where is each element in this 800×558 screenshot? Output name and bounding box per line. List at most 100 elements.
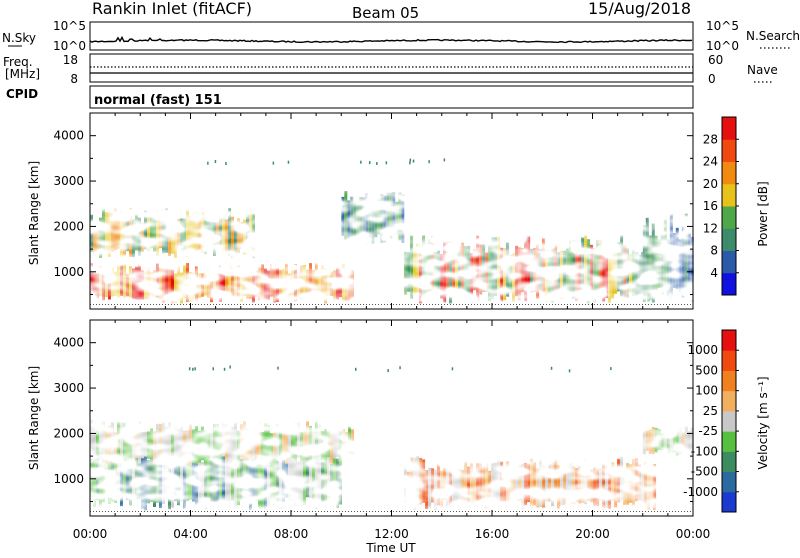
range-gate-cell [183, 218, 186, 254]
range-gate-cell [341, 196, 345, 236]
range-gate-cell [638, 254, 642, 294]
range-gate-cell [258, 461, 261, 509]
range-gate-cell [276, 446, 279, 507]
range-gate-cell [159, 423, 162, 465]
range-gate-cell [243, 269, 246, 296]
range-gate-cell [315, 446, 318, 509]
range-gate-cell [470, 463, 474, 507]
range-gate-cell [623, 469, 627, 505]
range-gate-cell [333, 456, 336, 501]
range-gate-cell [428, 239, 432, 297]
range-gate-cell [359, 197, 363, 237]
range-gate-cell [129, 208, 132, 257]
range-gate-cell [270, 433, 273, 462]
range-gate-cell [416, 456, 420, 505]
range-gate-cell [605, 252, 609, 298]
range-gate-cell [488, 242, 492, 301]
range-gate-cell [327, 431, 330, 457]
range-gate-cell [509, 255, 513, 293]
colorbar-tick-label: 24 [703, 155, 718, 169]
range-gate-cell [422, 235, 426, 297]
range-gate-cell [518, 247, 522, 301]
range-gate-cell [569, 463, 573, 504]
range-gate-cell [102, 271, 105, 301]
sparse-echo [409, 158, 412, 162]
range-gate-cell [204, 272, 207, 296]
range-gate-cell [410, 235, 414, 299]
range-gate-cell [306, 269, 309, 296]
range-gate-cell [90, 420, 93, 464]
sparse-echo [360, 160, 362, 164]
range-gate-cell [207, 221, 210, 250]
range-gate-cell [581, 461, 585, 504]
range-gate-cell [153, 270, 156, 297]
range-gate-cell [162, 210, 165, 254]
colorbar-frame [721, 329, 737, 513]
y-tick-label: 1000 [53, 265, 84, 279]
range-gate-cell [572, 466, 576, 505]
nsearch-label: N.Search [746, 29, 800, 43]
range-gate-cell [309, 460, 312, 498]
range-gate-cell [102, 208, 105, 250]
range-gate-cell [267, 270, 270, 301]
range-gate-cell [159, 459, 162, 509]
range-gate-cell [192, 448, 195, 502]
colorbar-swatch [722, 206, 736, 229]
range-gate-cell [309, 425, 312, 463]
range-gate-cell [494, 462, 498, 507]
range-gate-cell [339, 269, 342, 298]
range-gate-cell [339, 459, 342, 505]
range-gate-cell [350, 196, 354, 245]
range-gate-cell [261, 264, 264, 303]
range-gate-cell [246, 447, 249, 498]
range-gate-cell [285, 264, 288, 299]
power-colorbar-label: Power [dB] [756, 181, 770, 246]
colorbar-tick-label: 28 [703, 132, 718, 146]
range-gate-cell [623, 245, 627, 299]
range-gate-cell [632, 247, 636, 297]
range-gate-cell [183, 430, 186, 462]
range-gate-cell [651, 223, 655, 303]
range-gate-cell [207, 433, 210, 458]
colorbar-tick-label: -1000 [683, 485, 718, 499]
range-gate-cell [111, 267, 114, 297]
range-gate-cell [153, 431, 156, 464]
sparse-echo [550, 366, 553, 370]
range-gate-cell [162, 268, 165, 303]
range-gate-cell [207, 456, 210, 498]
range-gate-cell [90, 451, 93, 498]
range-gate-cell [186, 263, 189, 303]
range-gate-cell [389, 192, 393, 239]
range-gate-cell [129, 423, 132, 463]
range-gate-cell [584, 457, 588, 505]
range-gate-cell [620, 235, 624, 297]
nave-label: Nave [747, 63, 778, 77]
range-gate-cell [291, 266, 294, 296]
range-gate-cell [171, 450, 174, 508]
range-gate-cell [509, 469, 513, 508]
colorbar-swatch [722, 117, 736, 140]
range-gate-cell [219, 265, 222, 302]
range-gate-cell [503, 470, 507, 510]
range-gate-cell [288, 428, 291, 464]
range-gate-cell [681, 432, 685, 454]
range-gate-cell [129, 266, 132, 302]
range-gate-cell [512, 466, 516, 504]
beam-label: Beam 05 [352, 4, 419, 22]
range-gate-cell [312, 431, 315, 462]
range-gate-cell [165, 263, 168, 301]
colorbar-swatch [722, 228, 736, 251]
range-gate-cell [294, 422, 297, 461]
range-gate-cell [192, 213, 195, 252]
sparse-echo [385, 161, 388, 165]
range-gate-cell [476, 235, 480, 301]
colorbar-swatch [722, 471, 736, 493]
range-gate-cell [219, 448, 222, 505]
range-gate-cell [392, 192, 396, 235]
range-gate-cell [645, 430, 649, 451]
range-gate-cell [222, 215, 225, 254]
range-gate-cell [321, 430, 324, 461]
nsky-trace [89, 35, 693, 44]
range-gate-cell [96, 428, 99, 463]
range-gate-cell [96, 223, 99, 252]
